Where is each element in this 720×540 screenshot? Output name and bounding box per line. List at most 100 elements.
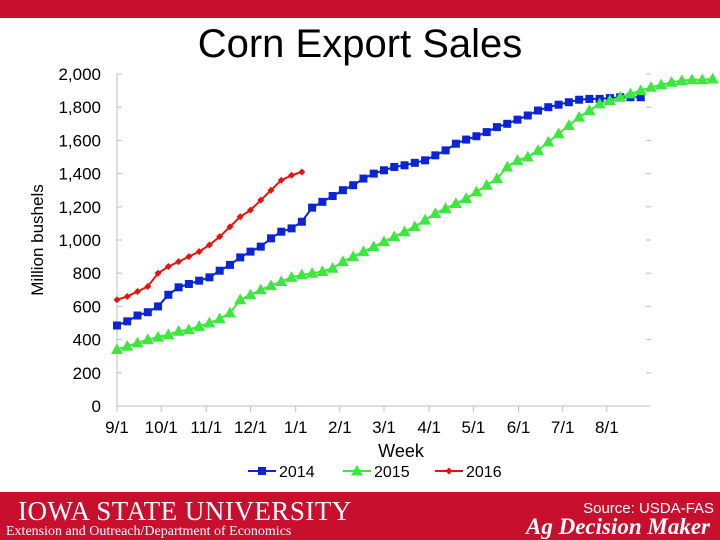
data-point-2016 <box>185 253 193 261</box>
data-point-2014 <box>421 156 430 165</box>
y-tick-label: 1,200 <box>58 198 101 217</box>
data-point-2014 <box>215 266 224 275</box>
data-point-2015 <box>696 73 709 85</box>
data-point-2015 <box>552 127 565 139</box>
data-point-2016 <box>175 258 183 266</box>
data-point-2014 <box>523 111 532 120</box>
corn-export-chart: 0 200 400 600 800 1,000 1,200 1,400 1,600 1,800 2,… <box>28 65 719 481</box>
brand-logo-text: Ag Decision Maker <box>526 514 710 539</box>
data-point-2014 <box>328 192 337 201</box>
y-tick-label: 1,800 <box>58 98 101 117</box>
data-point-2015 <box>583 104 596 116</box>
data-point-2015 <box>634 84 647 96</box>
data-point-2015 <box>706 72 719 84</box>
data-point-2014 <box>123 317 132 326</box>
data-point-2014 <box>225 260 234 269</box>
data-point-2014 <box>164 290 173 299</box>
y-tick-label: 1,400 <box>58 165 101 184</box>
y-axis-label: Million bushels <box>28 184 47 296</box>
data-point-2014 <box>410 158 419 167</box>
data-point-2015 <box>655 78 668 90</box>
data-point-2015 <box>665 76 678 87</box>
data-point-2014 <box>431 151 440 160</box>
data-point-2015 <box>326 262 339 273</box>
x-tick-label: 10/1 <box>145 418 178 437</box>
data-point-2015 <box>121 340 134 351</box>
source-label: Source: USDA-FAS <box>583 500 714 517</box>
data-point-2016 <box>267 186 275 194</box>
data-point-2014 <box>400 161 409 170</box>
series-line-2014 <box>116 96 641 327</box>
x-tick-label: 1/1 <box>284 418 308 437</box>
data-point-2014 <box>318 197 327 206</box>
data-point-2015 <box>542 135 555 147</box>
data-point-2014 <box>441 146 450 155</box>
data-point-2015 <box>686 73 699 85</box>
data-point-2014 <box>636 93 645 102</box>
y-tick-label: 400 <box>73 331 101 350</box>
data-point-2014 <box>564 98 573 107</box>
data-point-2015 <box>295 268 308 280</box>
y-tick-label: 1,000 <box>58 231 101 250</box>
data-point-2015 <box>131 336 144 348</box>
data-point-2014 <box>154 302 163 311</box>
x-tick-label: 6/1 <box>507 418 531 437</box>
data-point-2015 <box>532 144 545 155</box>
data-point-2015 <box>562 119 575 130</box>
data-point-2015 <box>603 94 616 106</box>
data-point-2015 <box>141 333 154 345</box>
data-point-2015 <box>470 185 483 197</box>
data-point-2015 <box>254 283 267 295</box>
data-point-2014 <box>349 181 358 190</box>
chart-title: Corn Export Sales <box>197 22 523 66</box>
data-point-2015 <box>388 230 401 242</box>
data-point-2015 <box>223 306 236 318</box>
data-point-2015 <box>419 213 432 225</box>
x-tick-label: 8/1 <box>595 418 619 437</box>
data-point-2016 <box>164 263 172 271</box>
data-point-2014 <box>462 135 471 144</box>
data-point-2015 <box>265 279 278 291</box>
data-point-2014 <box>492 123 501 132</box>
data-point-2014 <box>308 203 317 212</box>
legend-marker-2014 <box>258 467 266 475</box>
data-point-2016 <box>144 282 152 290</box>
data-point-2015 <box>521 150 534 162</box>
series-line-2015 <box>116 78 713 351</box>
y-tick-label: 800 <box>73 264 101 283</box>
data-point-2015 <box>614 91 627 102</box>
data-point-2016 <box>134 287 142 295</box>
data-point-2015 <box>172 325 185 336</box>
data-point-2015 <box>511 154 524 165</box>
legend-marker-2015 <box>351 464 363 476</box>
data-point-2014 <box>195 276 204 285</box>
data-point-2015 <box>347 250 360 262</box>
data-point-2014 <box>174 283 183 292</box>
data-point-2015 <box>408 220 421 232</box>
data-point-2014 <box>451 139 460 148</box>
legend-label-2015: 2015 <box>374 464 410 481</box>
data-point-2015 <box>285 271 298 282</box>
footer-banner <box>0 492 720 540</box>
data-point-2014 <box>544 103 553 112</box>
data-point-2016 <box>247 206 254 214</box>
data-point-2014 <box>575 95 584 104</box>
x-axis-label: Week <box>378 441 425 461</box>
data-point-2016 <box>236 213 244 221</box>
legend-label-2014: 2014 <box>279 464 315 481</box>
data-point-2015 <box>193 320 206 331</box>
data-point-2015 <box>357 245 370 257</box>
top-banner <box>0 0 720 18</box>
data-point-2015 <box>593 97 606 109</box>
data-point-2014 <box>246 247 255 256</box>
x-tick-label: 4/1 <box>417 418 441 437</box>
data-point-2015 <box>213 312 226 324</box>
data-point-2016 <box>288 171 296 179</box>
data-point-2014 <box>184 279 193 288</box>
y-tick-label: 200 <box>73 364 101 383</box>
university-logo-text: IOWA STATE UNIVERSITY <box>18 496 352 526</box>
legend-label-2016: 2016 <box>466 464 502 481</box>
y-tick-label: 600 <box>73 297 101 316</box>
data-point-2014 <box>297 217 306 226</box>
x-tick-label: 5/1 <box>462 418 486 437</box>
